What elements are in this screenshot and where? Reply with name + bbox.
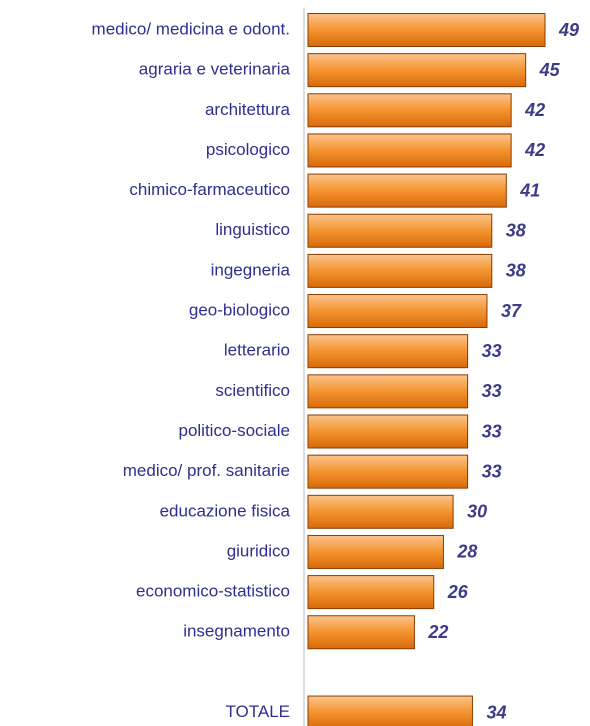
bar bbox=[307, 93, 512, 128]
value-label: 49 bbox=[558, 20, 579, 40]
value-label: 33 bbox=[482, 381, 502, 401]
value-label: 33 bbox=[482, 461, 502, 481]
bar bbox=[307, 575, 435, 610]
value-label: 38 bbox=[506, 261, 526, 281]
category-label: psicologico bbox=[206, 140, 290, 159]
category-label: insegnamento bbox=[183, 622, 290, 641]
category-label: medico/ medicina e odont. bbox=[92, 19, 290, 38]
value-label: 42 bbox=[524, 140, 545, 160]
category-label: chimico-farmaceutico bbox=[129, 180, 290, 199]
value-label: 45 bbox=[539, 60, 561, 80]
bar bbox=[307, 494, 454, 529]
category-label: politico-sociale bbox=[179, 421, 291, 440]
category-label: giuridico bbox=[227, 541, 290, 560]
category-label: architettura bbox=[205, 100, 291, 119]
value-label: 33 bbox=[482, 421, 502, 441]
bar bbox=[307, 253, 493, 288]
bar bbox=[307, 374, 469, 409]
bar bbox=[307, 454, 469, 489]
bar bbox=[307, 53, 527, 88]
category-label: educazione fisica bbox=[160, 501, 291, 520]
value-label: 28 bbox=[456, 542, 477, 562]
category-label: letterario bbox=[224, 341, 290, 360]
value-label: 33 bbox=[482, 341, 502, 361]
bar bbox=[307, 414, 469, 449]
bar bbox=[307, 173, 507, 208]
value-label: 42 bbox=[524, 100, 545, 120]
value-label: 30 bbox=[467, 502, 487, 522]
category-label: TOTALE bbox=[225, 702, 290, 721]
bar bbox=[307, 133, 512, 168]
bar bbox=[307, 615, 415, 650]
bar bbox=[307, 294, 488, 329]
category-label: ingegneria bbox=[211, 260, 291, 279]
value-label: 38 bbox=[506, 221, 526, 241]
bar bbox=[307, 213, 493, 248]
category-label: linguistico bbox=[215, 220, 290, 239]
bar bbox=[307, 695, 473, 726]
value-label: 34 bbox=[486, 702, 506, 722]
bar bbox=[307, 334, 469, 369]
category-label: medico/ prof. sanitarie bbox=[123, 461, 290, 480]
value-label: 41 bbox=[519, 180, 540, 200]
bar bbox=[307, 13, 546, 47]
bar bbox=[307, 534, 444, 569]
category-label: economico-statistico bbox=[136, 582, 290, 601]
value-label: 22 bbox=[427, 622, 448, 642]
value-label: 37 bbox=[501, 301, 522, 321]
category-label: scientifico bbox=[215, 381, 290, 400]
category-label: agraria e veterinaria bbox=[139, 60, 291, 79]
value-label: 26 bbox=[447, 582, 469, 602]
category-label: geo-biologico bbox=[189, 301, 290, 320]
